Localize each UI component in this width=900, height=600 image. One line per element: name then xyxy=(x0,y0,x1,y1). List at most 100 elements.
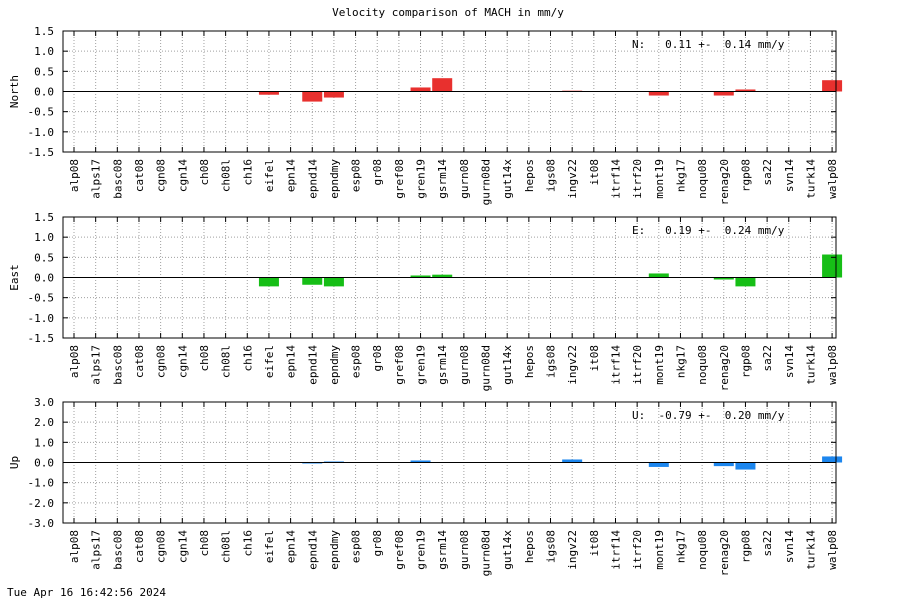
x-tick-label: hepos xyxy=(523,530,536,563)
y-tick-label: -2.0 xyxy=(28,497,55,510)
x-tick-label: gurn08 xyxy=(458,159,471,199)
y-tick-label: 0.5 xyxy=(34,65,54,78)
x-tick-label: rgp08 xyxy=(739,345,752,378)
x-tick-label: noqu08 xyxy=(696,345,709,385)
x-tick-label: gurn08d xyxy=(480,530,493,576)
bar-renag20 xyxy=(713,277,734,280)
x-tick-label: gurn08d xyxy=(480,159,493,205)
x-tick-label: basc08 xyxy=(111,159,124,199)
bar-renag20 xyxy=(713,462,734,467)
y-tick-label: 3.0 xyxy=(34,396,54,409)
y-tick-label: 1.5 xyxy=(34,211,54,224)
x-tick-label: alps17 xyxy=(90,345,103,385)
x-tick-label: walp08 xyxy=(826,530,839,570)
bar-walp08 xyxy=(822,456,843,463)
y-tick-label: 1.0 xyxy=(34,45,54,58)
y-tick-label: 1.5 xyxy=(34,25,54,38)
x-tick-label: cgn08 xyxy=(155,530,168,563)
x-tick-label: ch08 xyxy=(198,530,211,557)
x-tick-label: noqu08 xyxy=(696,530,709,570)
x-tick-label: cgn14 xyxy=(176,345,189,378)
bar-rgp08 xyxy=(735,89,756,92)
x-tick-label: walp08 xyxy=(826,345,839,385)
bar-epndmy xyxy=(323,277,344,287)
x-tick-label: gut14x xyxy=(501,159,514,199)
panel-annotation: U: -0.79 +- 0.20 mm/y xyxy=(632,409,785,422)
x-tick-label: alp08 xyxy=(68,345,81,378)
x-tick-label: gren19 xyxy=(415,345,428,385)
x-tick-label: gref08 xyxy=(393,159,406,199)
x-tick-label: cgn14 xyxy=(176,159,189,192)
chart-title: Velocity comparison of MACH in mm/y xyxy=(332,6,564,19)
x-tick-label: mont19 xyxy=(653,159,666,199)
x-tick-label: cat08 xyxy=(133,530,146,563)
x-tick-label: ch16 xyxy=(241,159,254,186)
x-tick-label: itrf14 xyxy=(609,530,622,570)
x-tick-label: alp08 xyxy=(68,159,81,192)
bar-gsrm14 xyxy=(432,274,453,278)
x-tick-label: cat08 xyxy=(133,159,146,192)
x-tick-label: gsrm14 xyxy=(436,345,449,385)
x-tick-label: ch16 xyxy=(241,530,254,557)
x-tick-label: epndmy xyxy=(328,159,341,199)
x-tick-label: esp08 xyxy=(350,345,363,378)
bar-epnd14 xyxy=(302,91,323,102)
x-tick-label: sa22 xyxy=(761,159,774,186)
x-tick-label: gsrm14 xyxy=(436,159,449,199)
y-axis-label: Up xyxy=(8,456,21,469)
x-tick-label: noqu08 xyxy=(696,159,709,199)
y-tick-label: 2.0 xyxy=(34,416,54,429)
x-tick-label: itrf20 xyxy=(631,345,644,385)
x-tick-label: ch08l xyxy=(220,345,233,378)
x-tick-label: esp08 xyxy=(350,530,363,563)
x-tick-label: alps17 xyxy=(90,159,103,199)
bar-eifel xyxy=(258,277,279,287)
x-tick-label: gren19 xyxy=(415,159,428,199)
panel-annotation: E: 0.19 +- 0.24 mm/y xyxy=(632,224,785,237)
x-tick-label: svn14 xyxy=(783,345,796,378)
x-tick-label: ch08 xyxy=(198,159,211,186)
x-tick-label: rgp08 xyxy=(739,530,752,563)
x-tick-label: cat08 xyxy=(133,345,146,378)
y-tick-label: -1.0 xyxy=(28,126,55,139)
x-tick-label: gurn08 xyxy=(458,345,471,385)
bar-gren19 xyxy=(410,275,431,278)
y-tick-label: 0.0 xyxy=(34,272,54,285)
panel-east: 1.5 1.0 0.5 0.0 -0.5 -1.0 -1.5 alp08 alps17 basc0… xyxy=(8,211,843,391)
x-tick-label: eifel xyxy=(263,530,276,563)
y-tick-label: -1.5 xyxy=(28,332,55,345)
x-tick-label: epnd14 xyxy=(306,159,319,199)
x-tick-label: turk14 xyxy=(804,345,817,385)
bar-mont19 xyxy=(648,462,669,467)
panel-annotation: N: 0.11 +- 0.14 mm/y xyxy=(632,38,785,51)
x-tick-label: eifel xyxy=(263,345,276,378)
y-tick-label: -0.5 xyxy=(28,292,55,305)
y-tick-label: -1.5 xyxy=(28,146,55,159)
panel-up: 3.0 2.0 1.0 0.0 -1.0 -2.0 -3.0 alp08 alps17 basc0… xyxy=(8,396,843,576)
x-tick-label: epn14 xyxy=(285,159,298,192)
x-tick-label: gsrm14 xyxy=(436,530,449,570)
bar-mont19 xyxy=(648,273,669,278)
bar-rgp08 xyxy=(735,462,756,470)
bar-gren19 xyxy=(410,460,431,463)
x-tick-label: renag20 xyxy=(718,159,731,205)
x-tick-label: renag20 xyxy=(718,345,731,391)
x-tick-label: gr08 xyxy=(371,345,384,372)
x-tick-label: basc08 xyxy=(111,345,124,385)
bar-mont19 xyxy=(648,91,669,96)
y-tick-label: -1.0 xyxy=(28,312,55,325)
x-tick-label: nkg17 xyxy=(674,345,687,378)
x-tick-label: gut14x xyxy=(501,530,514,570)
x-tick-label: cgn14 xyxy=(176,530,189,563)
x-tick-label: alp08 xyxy=(68,530,81,563)
x-tick-label: basc08 xyxy=(111,530,124,570)
x-tick-label: sa22 xyxy=(761,530,774,557)
bar-ingv22 xyxy=(562,459,583,463)
x-tick-label: epndmy xyxy=(328,345,341,385)
x-tick-label: cgn08 xyxy=(155,159,168,192)
x-tick-label: cgn08 xyxy=(155,345,168,378)
x-tick-label: alps17 xyxy=(90,530,103,570)
bar-epnd14 xyxy=(302,277,323,285)
bar-epndmy xyxy=(323,461,344,463)
